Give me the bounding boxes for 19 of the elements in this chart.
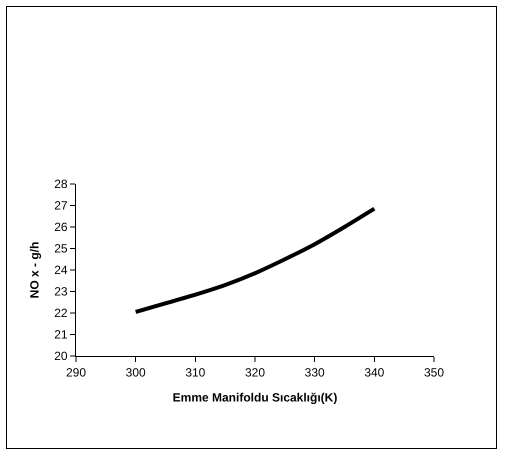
x-tick-label: 300: [126, 365, 146, 380]
y-axis-title: NO x - g/h: [28, 242, 42, 298]
y-tick-label: 26: [54, 220, 68, 234]
x-tick-label: 330: [304, 365, 325, 380]
y-tick-label: 22: [54, 306, 68, 320]
x-tick-label: 310: [185, 365, 206, 380]
x-axis-title: Emme Manifoldu Sıcaklığı(K): [172, 390, 338, 404]
y-tick-label: 24: [54, 263, 68, 278]
x-tick-label: 290: [66, 365, 86, 380]
x-tick-label: 340: [364, 365, 385, 380]
x-tick-label: 320: [244, 365, 266, 380]
x-tick-label: 350: [424, 365, 444, 380]
y-tick-label: 25: [54, 242, 68, 256]
y-tick-label: 23: [54, 284, 68, 299]
y-tick-label: 28: [54, 177, 68, 192]
y-tick-label: 20: [54, 349, 68, 364]
line-series: [134, 206, 376, 314]
y-tick-label: 27: [54, 198, 68, 213]
y-tick-label: 21: [54, 328, 68, 342]
